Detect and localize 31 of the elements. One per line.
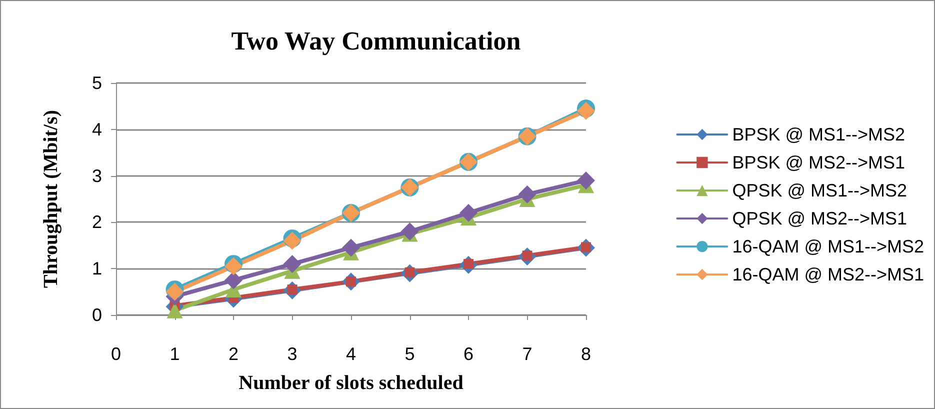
x-tick-label: 3 (287, 344, 298, 364)
legend-label: QPSK @ MS1-->MS2 (732, 180, 908, 200)
y-axis-title: Throughput (Mbit/s) (40, 110, 62, 288)
x-axis-title: Number of slots scheduled (238, 372, 464, 394)
y-tick-label: 0 (92, 305, 102, 325)
point (518, 185, 536, 204)
x-tick-label: 2 (228, 344, 239, 364)
x-tick-label: 5 (404, 344, 415, 364)
x-tick-label: 6 (463, 344, 474, 364)
y-tick-label: 3 (92, 166, 102, 186)
legend-label: 16-QAM @ MS2-->MS1 (732, 264, 924, 284)
y-tick-label: 1 (92, 258, 102, 279)
y-tick-label: 5 (92, 73, 102, 93)
point (460, 204, 478, 222)
chart-title: Two Way Communication (231, 26, 522, 56)
y-tick-label: 2 (92, 212, 102, 232)
legend-label: QPSK @ MS2-->MS1 (732, 208, 908, 228)
point (342, 238, 360, 257)
x-tick-label: 0 (110, 344, 122, 364)
y-tick-label: 4 (92, 119, 102, 140)
x-tick-label: 7 (522, 344, 532, 364)
x-tick-label: 4 (346, 344, 356, 364)
legend-label: BPSK @ MS2-->MS1 (732, 152, 906, 172)
x-tick-label: 8 (580, 344, 592, 364)
point (224, 271, 242, 290)
point (577, 171, 595, 190)
x-tick-label: 1 (170, 344, 180, 364)
legend-label: BPSK @ MS1-->MS2 (732, 124, 906, 144)
point (400, 222, 419, 240)
point (283, 254, 302, 273)
legend-label: 16-QAM @ MS1-->MS2 (732, 236, 924, 256)
